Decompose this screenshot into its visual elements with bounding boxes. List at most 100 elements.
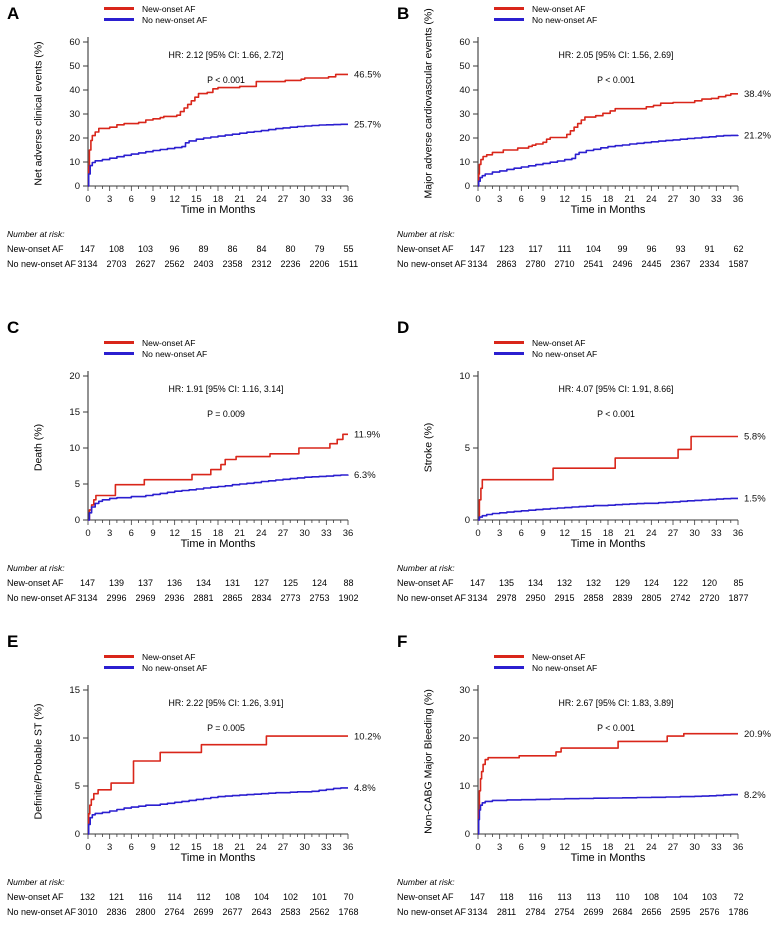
panel-letter: E — [7, 632, 19, 651]
risk-value: 129 — [614, 578, 631, 588]
km-curve-blue — [478, 497, 738, 521]
risk-value: 132 — [585, 578, 602, 588]
legend: New-onset AF No new-onset AF — [104, 314, 390, 359]
legend-line-blue-icon — [104, 666, 134, 669]
p-value-text: P < 0.001 — [597, 723, 635, 733]
x-tick-label: 12 — [169, 528, 180, 538]
risk-value: 104 — [253, 892, 270, 902]
panel-letter: F — [397, 632, 408, 651]
risk-value: 2583 — [280, 907, 301, 917]
x-tick-label: 6 — [519, 842, 524, 852]
risk-values-row: 147 123 117 111 104 99 96 93 91 62 — [463, 244, 753, 254]
risk-value: 121 — [108, 892, 125, 902]
panel-b: B New-onset AF No new-onset AF 0 10 20 30 40… — [390, 0, 780, 314]
risk-values-row: 3134 2811 2784 2754 2699 2684 2656 2595 2576 1786 — [463, 907, 753, 917]
x-tick-label: 18 — [213, 528, 224, 538]
endpoint-label-blue: 8.2% — [744, 790, 766, 801]
risk-value: 2754 — [554, 907, 575, 917]
endpoint-label-blue: 25.7% — [354, 120, 381, 131]
risk-row-label: New-onset AF — [7, 892, 64, 902]
risk-value: 147 — [469, 578, 486, 588]
x-tick-label: 6 — [519, 528, 524, 538]
x-tick-label: 9 — [540, 842, 545, 852]
x-tick-label: 12 — [559, 842, 570, 852]
risk-row-label: New-onset AF — [7, 578, 64, 588]
x-tick-label: 30 — [689, 842, 700, 852]
y-tick-label: 10 — [459, 157, 470, 168]
risk-value: 3134 — [77, 259, 98, 269]
legend-line-blue-icon — [494, 352, 524, 355]
hazard-ratio-text: HR: 2.67 [95% CI: 1.83, 3.89] — [558, 698, 674, 708]
x-tick-label: 33 — [711, 528, 722, 538]
risk-value: 3134 — [467, 593, 488, 603]
risk-value: 2334 — [699, 259, 720, 269]
risk-value: 2496 — [612, 259, 633, 269]
risk-values-row: 3134 2978 2950 2915 2858 2839 2805 2742 2720 1877 — [463, 593, 753, 603]
x-tick-label: 21 — [624, 842, 635, 852]
legend-label-red: New-onset AF — [532, 651, 586, 662]
risk-value: 2969 — [135, 593, 156, 603]
risk-values-row: 3134 2863 2780 2710 2541 2496 2445 2367 2334 1587 — [463, 259, 753, 269]
legend-label-red: New-onset AF — [142, 651, 196, 662]
risk-value: 132 — [556, 578, 573, 588]
x-tick-label: 36 — [733, 842, 744, 852]
x-tick-label: 0 — [85, 528, 90, 538]
km-curve-blue — [87, 787, 348, 835]
x-tick-label: 12 — [559, 194, 570, 204]
risk-value: 2996 — [106, 593, 127, 603]
risk-value: 2643 — [251, 907, 272, 917]
x-tick-label: 24 — [256, 842, 267, 852]
risk-value: 2784 — [525, 907, 546, 917]
y-tick-label: 60 — [459, 37, 470, 48]
risk-value: 55 — [343, 244, 354, 254]
y-tick-label: 20 — [69, 133, 80, 144]
legend: New-onset AF No new-onset AF — [104, 628, 390, 673]
risk-row: No new-onset AF 3134 2811 2784 2754 2699 2684 2… — [390, 906, 780, 921]
legend: New-onset AF No new-onset AF — [494, 0, 780, 25]
y-tick-label: 10 — [69, 157, 80, 168]
risk-value: 1786 — [728, 907, 749, 917]
x-tick-label: 24 — [646, 194, 657, 204]
x-tick-label: 30 — [299, 842, 310, 852]
risk-value: 101 — [311, 892, 328, 902]
x-tick-label: 9 — [150, 528, 155, 538]
legend: New-onset AF No new-onset AF — [494, 314, 780, 359]
legend-label-blue: No new-onset AF — [142, 662, 208, 673]
panel-f: F New-onset AF No new-onset AF 0 10 20 30 0 3… — [390, 628, 780, 942]
risk-value: 103 — [137, 244, 154, 254]
endpoint-label-blue: 6.3% — [354, 470, 376, 481]
km-curve-red — [477, 93, 738, 187]
risk-value: 2764 — [164, 907, 185, 917]
x-tick-label: 9 — [540, 194, 545, 204]
x-tick-label: 36 — [343, 194, 354, 204]
x-tick-label: 27 — [278, 842, 289, 852]
x-tick-label: 3 — [107, 528, 112, 538]
legend-line-blue-icon — [494, 666, 524, 669]
risk-values-row: 147 118 116 113 113 110 108 104 103 72 — [463, 892, 753, 902]
y-axis-label: Death (%) — [32, 423, 45, 472]
risk-value: 1902 — [338, 593, 359, 603]
x-tick-label: 27 — [668, 842, 679, 852]
risk-value: 99 — [617, 244, 628, 254]
risk-value: 2805 — [641, 593, 662, 603]
risk-value: 113 — [586, 892, 601, 902]
hazard-ratio-text: HR: 1.91 [95% CI: 1.16, 3.14] — [168, 384, 284, 394]
x-axis-title: Time in Months — [180, 538, 256, 550]
risk-value: 1877 — [728, 593, 749, 603]
legend-label-red: New-onset AF — [532, 3, 586, 14]
risk-title: Number at risk: — [397, 563, 455, 573]
risk-value: 88 — [343, 578, 354, 588]
endpoint-label-red: 46.5% — [354, 70, 381, 81]
risk-value: 1587 — [728, 259, 749, 269]
risk-value: 70 — [343, 892, 354, 902]
km-curve-red — [87, 73, 348, 187]
panel-d: D New-onset AF No new-onset AF 0 5 10 0 3 6 9 1… — [390, 314, 780, 628]
risk-value: 2562 — [309, 907, 330, 917]
risk-row-label: No new-onset AF — [7, 907, 77, 917]
x-tick-label: 3 — [107, 194, 112, 204]
legend-line-blue-icon — [494, 18, 524, 21]
km-curve-red — [88, 433, 348, 521]
risk-value: 124 — [311, 578, 328, 588]
